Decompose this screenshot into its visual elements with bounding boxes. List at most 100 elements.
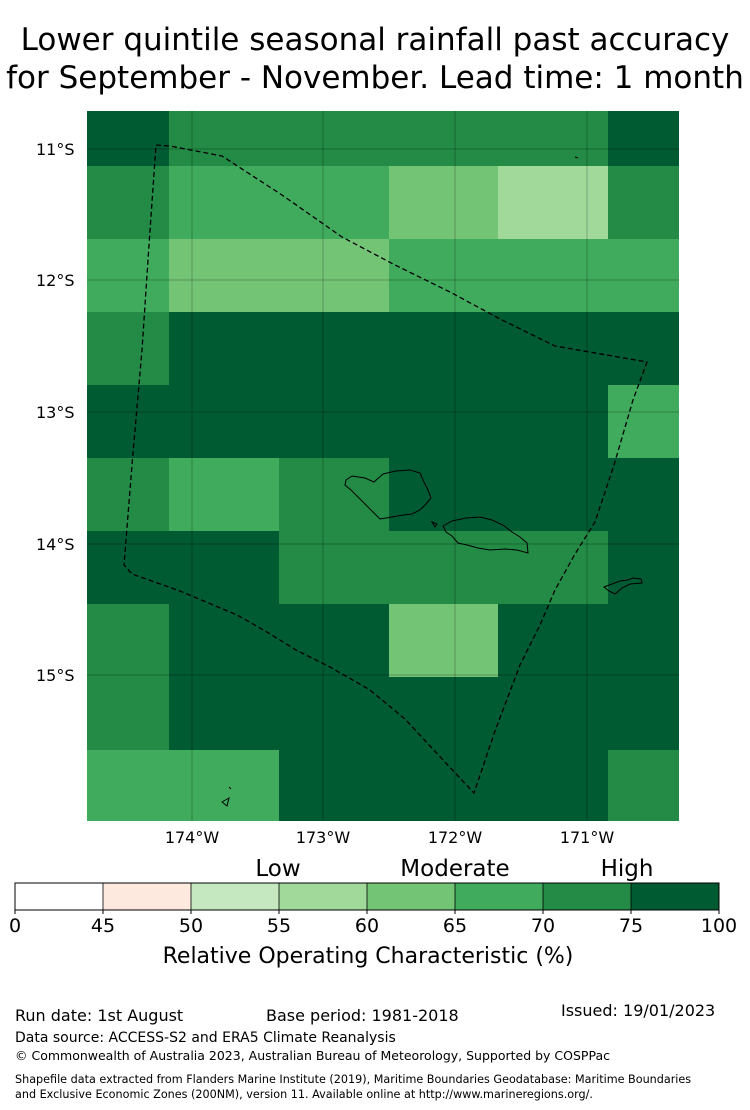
lon-label-174w: 174°W (164, 828, 220, 847)
grid-cell (498, 604, 608, 677)
colorbar-tick: 55 (266, 915, 292, 937)
lat-label-13s: 13°S (36, 403, 75, 422)
grid-cell (608, 604, 679, 677)
grid-cell (498, 458, 608, 531)
grid-cell (279, 239, 389, 312)
grid-cell (169, 604, 279, 677)
grid-cell (169, 750, 279, 821)
grid-cell (87, 531, 169, 604)
grid-cell (87, 239, 169, 312)
colorbar-segment (279, 883, 367, 910)
map-title-line-1: Lower quintile seasonal rainfall past ac… (20, 22, 730, 58)
grid-cell (608, 312, 679, 385)
grid-cell (279, 531, 389, 604)
grid-cell (87, 111, 169, 166)
grid-cell (169, 166, 279, 239)
lon-label-171w: 171°W (559, 828, 615, 847)
colorbar (14, 882, 720, 914)
base-period: Base period: 1981-2018 (266, 1006, 459, 1025)
map-title-line-2: for September - November. Lead time: 1 m… (6, 60, 744, 96)
small-islet-outline (574, 156, 579, 159)
grid-cell (389, 166, 498, 239)
grid-cell (389, 385, 498, 458)
category-low: Low (255, 856, 301, 882)
colorbar-tick: 50 (178, 915, 204, 937)
grid-cell (87, 458, 169, 531)
grid-cell (169, 531, 279, 604)
rose-island-outline (221, 796, 230, 807)
grid-cell (608, 239, 679, 312)
grid-cell (389, 531, 498, 604)
colorbar-segment (455, 883, 543, 910)
grid-cell (389, 312, 498, 385)
grid-cell (279, 166, 389, 239)
grid-cell (498, 166, 608, 239)
upolu-island-outline (442, 516, 529, 554)
grid-cell (389, 111, 498, 166)
colorbar-tick: 100 (700, 915, 738, 937)
lat-label-14s: 14°S (36, 535, 75, 554)
shapefile-credit-line-1: Shapefile data extracted from Flanders M… (15, 1073, 692, 1086)
shapefile-credit-line-2: and Exclusive Economic Zones (200NM), ve… (15, 1088, 593, 1101)
grid-cell (389, 239, 498, 312)
lon-label-172w: 172°W (427, 828, 483, 847)
grid-cell (87, 750, 169, 821)
roc-grid (87, 111, 679, 821)
grid-cell (87, 385, 169, 458)
grid-cell (87, 166, 169, 239)
tutuila-island-outline (603, 577, 643, 595)
lon-label-173w: 173°W (295, 828, 351, 847)
colorbar-tick: 60 (354, 915, 380, 937)
grid-cell (389, 677, 498, 750)
colorbar-segment (367, 883, 455, 910)
small-island-outline (430, 520, 438, 528)
grid-cell (279, 312, 389, 385)
grid-cell (279, 458, 389, 531)
colorbar-segment (543, 883, 631, 910)
grid-cell (608, 166, 679, 239)
colorbar-segment (15, 883, 103, 910)
grid-cell (169, 111, 279, 166)
savaii-island-outline (344, 469, 432, 520)
grid-cell (279, 604, 389, 677)
grid-cell (87, 312, 169, 385)
grid-cell (608, 111, 679, 166)
lat-label-12s: 12°S (36, 271, 75, 290)
colorbar-segment (191, 883, 279, 910)
grid-cell (389, 458, 498, 531)
grid-cell (279, 750, 389, 821)
category-high: High (600, 856, 654, 882)
colorbar-segment (631, 883, 719, 910)
grid-cell (389, 750, 498, 821)
grid-cell (608, 531, 679, 604)
grid-cell (498, 750, 608, 821)
graticule (87, 111, 679, 821)
grid-cell (498, 531, 608, 604)
colorbar-tick: 70 (530, 915, 556, 937)
run-date: Run date: 1st August (15, 1006, 184, 1025)
grid-cell (389, 604, 498, 677)
eez-boundary (123, 144, 648, 795)
grid-cell (279, 385, 389, 458)
grid-cell (498, 111, 608, 166)
grid-cell (87, 604, 169, 677)
issued-date: Issued: 19/01/2023 (561, 1001, 716, 1020)
grid-cell (279, 677, 389, 750)
grid-cell (498, 677, 608, 750)
grid-cell (498, 385, 608, 458)
grid-cell (169, 677, 279, 750)
grid-cell (608, 458, 679, 531)
grid-cell (608, 677, 679, 750)
colorbar-label: Relative Operating Characteristic (%) (162, 944, 574, 969)
grid-cell (169, 458, 279, 531)
colorbar-tick: 0 (8, 915, 22, 937)
colorbar-segment (103, 883, 191, 910)
colorbar-tick: 65 (442, 915, 468, 937)
grid-cell (279, 111, 389, 166)
category-moderate: Moderate (400, 856, 510, 882)
grid-cell (169, 239, 279, 312)
colorbar-tick: 75 (618, 915, 644, 937)
grid-cell (498, 239, 608, 312)
small-islet-outline (228, 786, 232, 790)
